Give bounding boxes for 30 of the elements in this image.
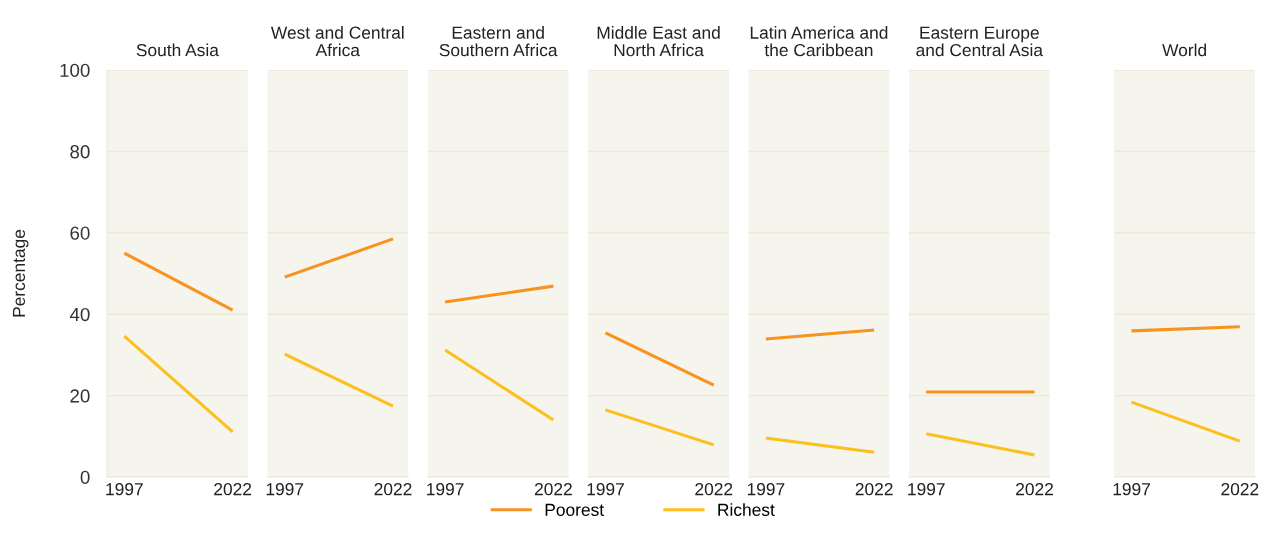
y-tick-label: 60 (70, 226, 90, 240)
x-tick-label: 1997 (266, 483, 304, 496)
y-tick-label: 100 (60, 63, 90, 77)
x-tick-label: 1997 (587, 483, 624, 496)
chart-title: Latin America and the Caribbean (750, 26, 888, 57)
y-tick-label: 40 (69, 307, 90, 322)
legend-label: Richest (718, 503, 775, 516)
x-tick-label: 2022 (1016, 483, 1053, 496)
y-tick-label: 80 (70, 145, 90, 159)
x-tick-label: 2022 (1221, 483, 1259, 496)
y-axis-title: Percentage (12, 229, 29, 317)
x-tick-label: 2022 (855, 483, 893, 496)
x-tick-label: 2022 (534, 483, 572, 496)
chart-title: Eastern Europe and Central Asia (916, 26, 1043, 57)
chart-title: West and Central Africa (270, 26, 404, 57)
chart-title: South Asia (136, 43, 219, 57)
x-tick-label: 1997 (747, 483, 785, 496)
x-tick-label: 1997 (106, 483, 143, 496)
y-tick-label: 0 (80, 470, 90, 484)
x-tick-label: 2022 (374, 483, 412, 496)
chart-title: World (1162, 43, 1206, 57)
chart-title: Middle East and North Africa (597, 26, 720, 57)
y-tick-label: 20 (70, 389, 90, 403)
chart-title: Eastern and Southern Africa (439, 26, 558, 57)
legend-label: Poorest (545, 503, 604, 516)
x-tick-label: 2022 (695, 483, 733, 496)
x-tick-label: 1997 (427, 483, 464, 496)
x-tick-label: 2022 (214, 483, 252, 496)
x-tick-label: 1997 (1113, 483, 1150, 496)
x-tick-label: 1997 (908, 483, 945, 496)
